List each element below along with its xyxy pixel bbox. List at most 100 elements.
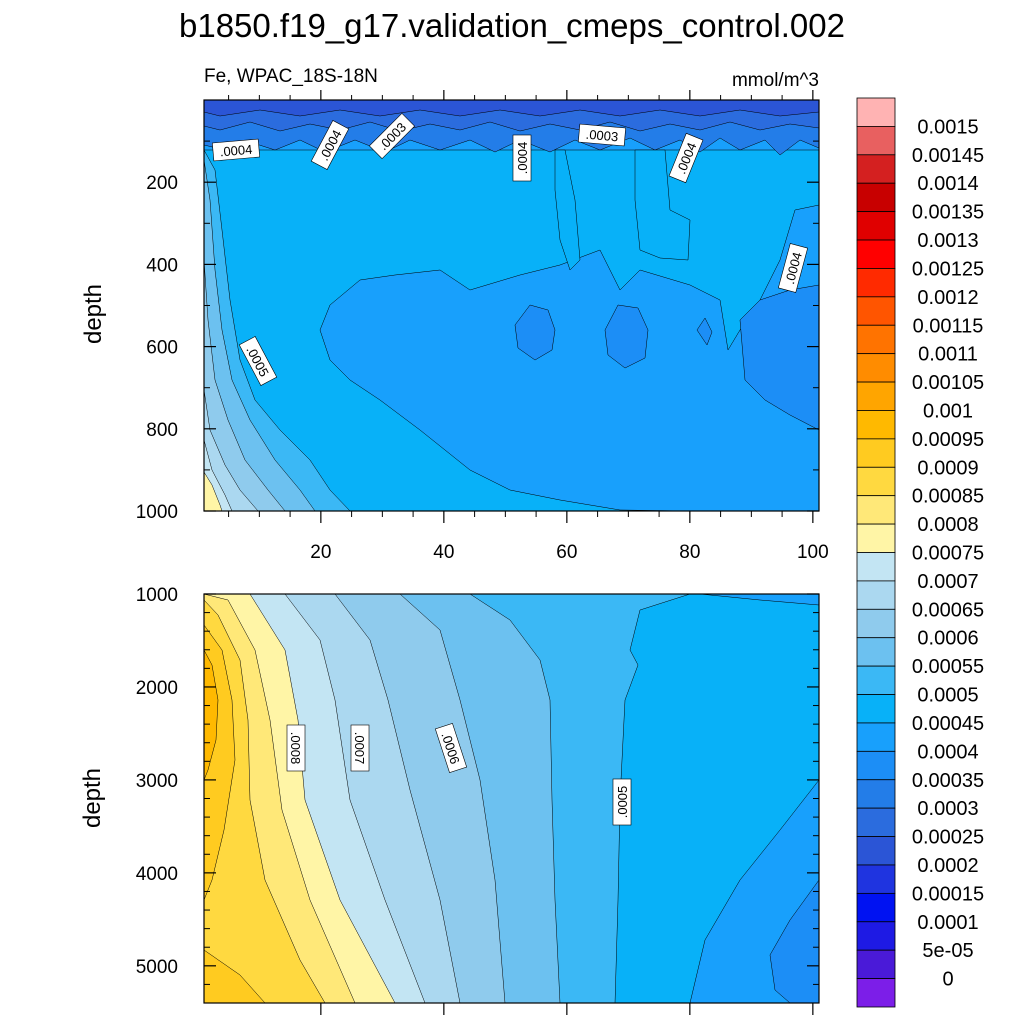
band-0.00035-patch2 <box>604 304 649 369</box>
colorbar-swatch <box>856 892 896 923</box>
colorbar-label: 0.00095 <box>912 429 984 451</box>
colorbar-label: 0 <box>942 969 953 991</box>
colorbar-swatch <box>856 495 896 525</box>
colorbar-label: 0.0003 <box>917 798 978 820</box>
top-contour-labels: .0004 .0004 .0003 .0004 .0003 .0004 <box>211 112 809 386</box>
units-label: mmol/m^3 <box>732 70 819 91</box>
colorbar-swatch <box>856 608 896 639</box>
colorbar-label: 0.0004 <box>917 741 978 763</box>
colorbar-swatch <box>856 949 896 979</box>
colorbar-label: 0.00145 <box>912 145 984 167</box>
bottom-contour-label-1: .0008 <box>288 732 303 765</box>
bottom-contour-fill <box>204 594 819 1003</box>
colorbar-label: 0.00125 <box>912 258 984 280</box>
variable-region-label: Fe, WPAC_18S-18N <box>204 66 378 87</box>
colorbar-label: 0.0008 <box>917 514 978 536</box>
top-contour-fill <box>204 100 819 511</box>
colorbar-label: 0.0005 <box>917 685 978 707</box>
top-panel: .0004 .0004 .0003 .0004 .0003 .0004 <box>80 90 829 563</box>
colorbar-swatch <box>856 722 896 752</box>
colorbar-swatch <box>856 126 896 156</box>
top-x-tick-label: 60 <box>556 542 577 563</box>
colorbar-label: 0.00045 <box>912 713 984 735</box>
band-0.00075-west <box>204 471 223 511</box>
colorbar-label: 0.0011 <box>918 344 978 366</box>
figure-title: b1850.f19_g17.validation_cmeps_control.0… <box>179 7 845 44</box>
colorbar-label: 0.00065 <box>912 599 984 621</box>
colorbar-label: 0.0001 <box>917 912 978 934</box>
colorbar-label: 0.00035 <box>912 770 984 792</box>
top-x-tick-label: 80 <box>679 542 700 563</box>
colorbar-swatch <box>856 239 896 269</box>
colorbar-label: 0.001 <box>923 400 973 422</box>
colorbar-label: 0.00105 <box>912 372 984 394</box>
colorbar-label: 0.0006 <box>917 628 978 650</box>
top-x-tick-label: 100 <box>797 542 829 563</box>
top-y-tick-label: 1000 <box>136 502 178 523</box>
bottom-y-tick-label: 2000 <box>136 678 178 699</box>
colorbar-label: 0.0002 <box>917 855 978 877</box>
colorbar-swatch <box>856 466 896 497</box>
colorbar-swatch <box>856 182 896 213</box>
colorbar-swatch <box>856 296 896 326</box>
band-0.00035-patch1 <box>514 304 556 361</box>
top-contour-label-5: .0003 <box>585 127 619 145</box>
colorbar-swatch <box>856 97 896 127</box>
bottom-contour-label-2: .0007 <box>352 732 367 765</box>
band-0.00035-patch3 <box>739 284 819 431</box>
colorbar-label: 0.0014 <box>917 173 978 195</box>
colorbar-swatch <box>856 921 896 951</box>
colorbar-label: 0.00135 <box>912 202 984 224</box>
top-x-tick-label: 20 <box>310 542 331 563</box>
band-0.00035-bottom <box>769 879 819 1003</box>
band-0.00045-spikes <box>554 149 691 271</box>
bottom-y-tick-label: 5000 <box>136 957 178 978</box>
colorbar-label: 0.00075 <box>912 543 984 565</box>
colorbar: 0.0015 0.00145 0.0014 0.00135 0.0013 0.00125 0… <box>856 97 984 1008</box>
colorbar-swatch <box>856 268 896 298</box>
top-axis-ticks: 200 400 600 800 1000 20 40 60 80 100 <box>136 90 829 563</box>
band-0.0009-bottom <box>204 624 266 1003</box>
band-0.0002-surface <box>204 100 819 117</box>
bottom-y-axis-label: depth <box>79 768 106 828</box>
colorbar-swatch <box>856 580 896 610</box>
band-0.00035-patch4 <box>696 317 713 346</box>
bottom-panel: .0008 .0007 .0006 .0005 1000200030004000… <box>79 585 820 1015</box>
band-0.00055-west <box>204 159 316 511</box>
colorbar-swatch <box>856 807 896 837</box>
colorbar-swatch <box>856 750 896 781</box>
colorbar-label: 0.00085 <box>912 486 984 508</box>
bottom-axis-ticks: 1000 2000 3000 4000 5000 <box>136 585 819 1015</box>
colorbar-swatch <box>856 410 896 440</box>
colorbar-swatch <box>856 523 896 553</box>
colorbar-label: 0.0009 <box>917 457 978 479</box>
colorbar-swatch <box>856 864 896 894</box>
bottom-y-tick-label: 4000 <box>136 864 178 885</box>
bottom-y-tick-label: 1000 <box>136 585 178 606</box>
colorbar-label: 0.00055 <box>912 656 984 678</box>
colorbar-label: 0.00015 <box>912 883 984 905</box>
colorbar-swatch <box>856 694 896 724</box>
top-x-tick-label: 40 <box>433 542 454 563</box>
colorbar-label: 5e-05 <box>922 940 973 962</box>
colorbar-swatch <box>856 779 896 809</box>
colorbar-label: 0.00025 <box>912 827 984 849</box>
top-y-tick-label: 600 <box>146 338 178 359</box>
band-0.00085-bottom <box>204 599 326 1003</box>
band-0.0004-bottom <box>689 594 819 1003</box>
colorbar-swatch <box>856 978 896 1008</box>
band-0.00095-bottom <box>204 649 219 781</box>
top-y-tick-label: 400 <box>146 255 178 276</box>
colorbar-swatch <box>856 154 896 184</box>
top-y-tick-label: 800 <box>146 420 178 441</box>
colorbar-label: 0.0012 <box>917 287 978 309</box>
top-y-tick-label: 200 <box>146 173 178 194</box>
colorbar-swatch <box>856 353 896 383</box>
bottom-y-tick-label: 3000 <box>136 771 178 792</box>
top-contour-label-1: .0004 <box>219 142 253 160</box>
colorbar-swatch <box>856 211 896 241</box>
top-contour-label-4: .0004 <box>515 142 530 175</box>
bottom-contour-label-4: .0005 <box>615 786 630 819</box>
colorbar-label: 0.0015 <box>917 116 978 138</box>
